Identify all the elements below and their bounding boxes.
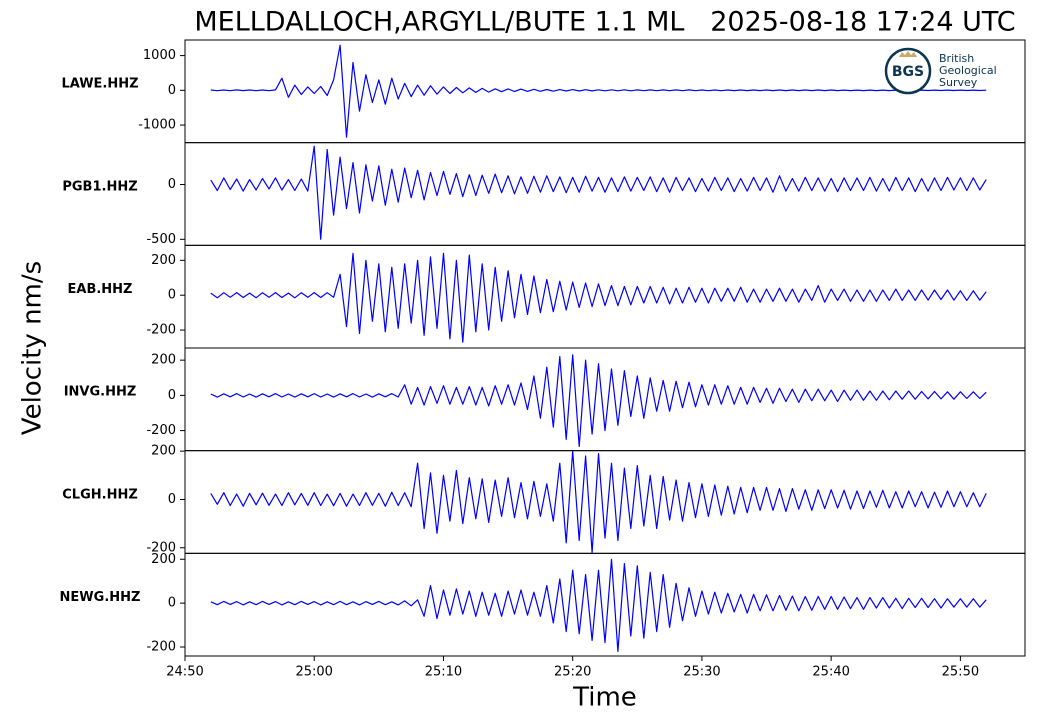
x-tick-label: 25:30 [683, 665, 720, 680]
trace [210, 44, 987, 138]
y-axis-label: Velocity nm/s [18, 261, 48, 435]
x-tick-label: 25:00 [295, 665, 332, 680]
y-tick-label: 200 [151, 253, 176, 268]
y-tick-label: -200 [146, 323, 176, 338]
station-label: EAB.HHZ [68, 282, 133, 297]
station-label: CLGH.HHZ [62, 487, 138, 502]
station-label: PGB1.HHZ [62, 179, 137, 194]
x-tick-label: 25:10 [425, 665, 462, 680]
y-tick-label: 0 [168, 596, 176, 611]
trace [210, 558, 987, 652]
x-axis-label: Time [572, 683, 637, 713]
logo-text: British [939, 52, 974, 65]
y-tick-label: 1000 [143, 48, 176, 63]
panel-frame [184, 142, 1026, 246]
y-tick-label: -500 [146, 232, 176, 247]
panel-frame [184, 244, 1026, 349]
x-tick-label: 25:50 [942, 665, 979, 680]
trace [210, 450, 987, 554]
logo-text: Survey [939, 76, 978, 89]
station-label: INVG.HHZ [64, 385, 137, 400]
y-tick-label: 0 [168, 388, 176, 403]
y-tick-label: 0 [168, 177, 176, 192]
chart-title: MELLDALLOCH,ARGYLL/BUTE 1.1 ML 2025-08-1… [194, 7, 1015, 38]
y-tick-label: -200 [146, 423, 176, 438]
logo: BGS British Geological Survey [884, 47, 997, 95]
station-label: LAWE.HHZ [61, 77, 138, 92]
y-tick-label: -1000 [138, 118, 176, 133]
panel-frame [184, 552, 1026, 657]
x-tick-label: 24:50 [166, 665, 203, 680]
trace [210, 252, 987, 343]
y-tick-label: 200 [151, 444, 176, 459]
logo-crown [899, 51, 917, 57]
x-tick-label: 25:40 [812, 665, 849, 680]
y-tick-label: 0 [168, 288, 176, 303]
x-tick-label: 25:20 [554, 665, 591, 680]
trace [210, 354, 987, 447]
station-label: NEWG.HHZ [60, 590, 141, 605]
y-tick-label: 200 [151, 552, 176, 567]
trace [210, 145, 987, 240]
logo-text: Geological [939, 64, 997, 77]
y-tick-label: 200 [151, 353, 176, 368]
y-tick-label: -200 [146, 540, 176, 555]
y-tick-label: 0 [168, 83, 176, 98]
logo-ring [884, 47, 932, 95]
panel-frame [184, 347, 1026, 452]
y-tick-label: 0 [168, 492, 176, 507]
y-tick-label: -200 [146, 640, 176, 655]
logo-mark: BGS [892, 64, 924, 80]
